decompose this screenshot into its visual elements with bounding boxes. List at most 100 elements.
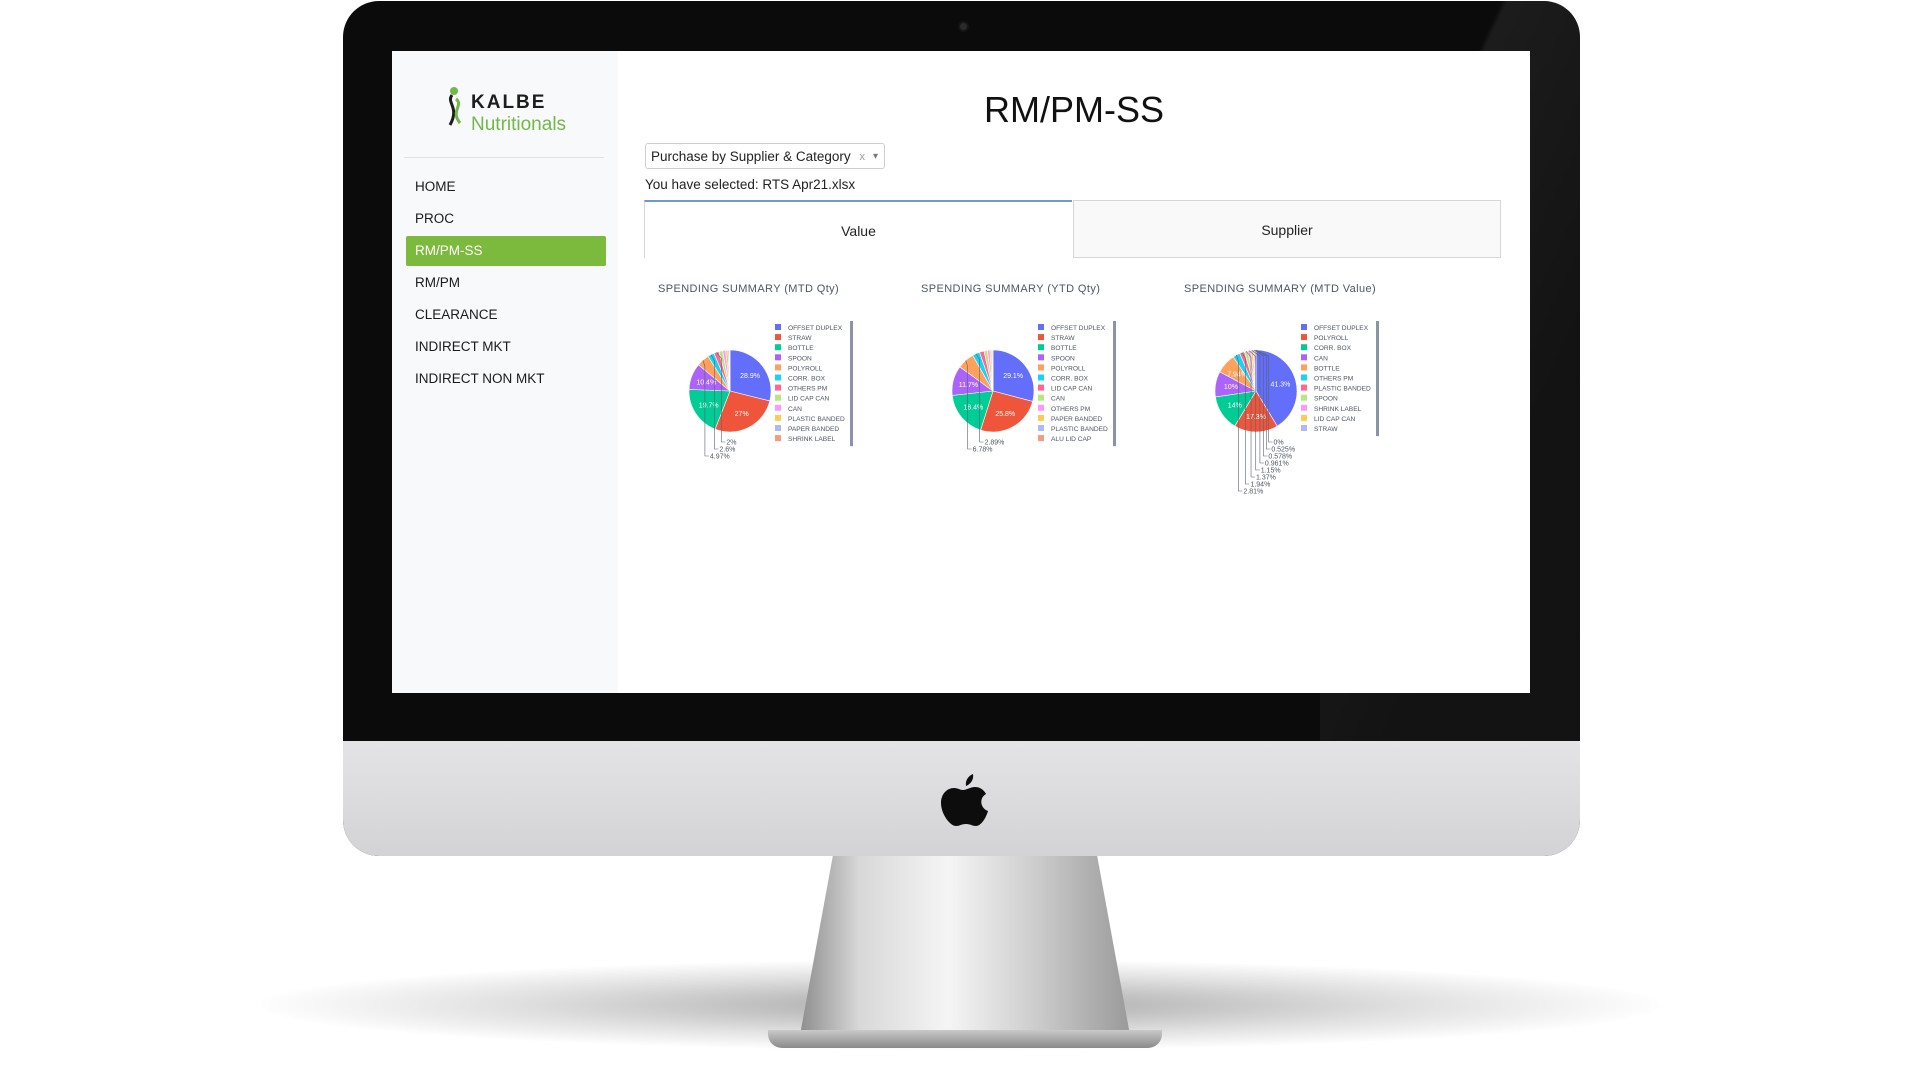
legend-swatch[interactable]: [1301, 344, 1307, 351]
legend-label[interactable]: LID CAP CAN: [1051, 386, 1093, 393]
legend-swatch[interactable]: [775, 374, 781, 381]
legend-swatch[interactable]: [775, 425, 781, 431]
sidebar-item-indirect-non-mkt[interactable]: INDIRECT NON MKT: [415, 371, 545, 386]
pie-outside-label: 4.97%: [710, 454, 730, 461]
pie-slice[interactable]: [980, 390, 1034, 433]
legend-swatch[interactable]: [1038, 394, 1044, 401]
legend-swatch[interactable]: [1301, 404, 1307, 411]
legend-label[interactable]: OFFSET DUPLEX: [1051, 325, 1106, 332]
tab-value[interactable]: Value: [644, 200, 1072, 258]
clear-icon[interactable]: x: [859, 151, 866, 163]
legend-swatch[interactable]: [1038, 324, 1044, 330]
legend-swatch[interactable]: [775, 354, 781, 361]
sidebar-item-rmpm-ss[interactable]: RM/PM-SS: [406, 236, 606, 266]
legend-label[interactable]: CAN: [788, 406, 802, 413]
legend-swatch[interactable]: [1301, 425, 1307, 431]
pie-slice[interactable]: [729, 349, 772, 402]
tabs: Value Supplier: [644, 200, 1504, 260]
legend-label[interactable]: ALU LID CAP: [1051, 436, 1092, 443]
legend-label[interactable]: STRAW: [788, 335, 812, 342]
legend-swatch[interactable]: [1301, 324, 1307, 330]
legend-swatch[interactable]: [775, 324, 781, 330]
legend-label[interactable]: OTHERS PM: [1051, 406, 1090, 413]
legend-label[interactable]: POLYROLL: [1314, 335, 1349, 342]
legend-swatch[interactable]: [1038, 404, 1044, 411]
legend-scrollbar[interactable]: [850, 321, 853, 447]
pie-slice-label: 10%: [1224, 384, 1238, 391]
legend-label[interactable]: LID CAP CAN: [1314, 416, 1356, 423]
sidebar-item-indirect-mkt[interactable]: INDIRECT MKT: [415, 339, 511, 354]
legend-swatch[interactable]: [1301, 394, 1307, 401]
pie-slice[interactable]: [688, 389, 731, 430]
legend-swatch[interactable]: [775, 404, 781, 411]
legend-swatch[interactable]: [775, 334, 781, 341]
pie-slice[interactable]: [714, 390, 771, 433]
legend-label[interactable]: PLASTIC BANDED: [1314, 386, 1371, 393]
legend-label[interactable]: CORR. BOX: [788, 376, 826, 383]
legend-scrollbar[interactable]: [1376, 321, 1379, 437]
sidebar-item-proc[interactable]: PROC: [415, 211, 455, 226]
legend-label[interactable]: POLYROLL: [788, 365, 823, 372]
legend-swatch[interactable]: [775, 414, 781, 421]
legend-swatch[interactable]: [1301, 364, 1307, 371]
legend-label[interactable]: SHRINK LABEL: [788, 436, 836, 443]
legend-swatch[interactable]: [1038, 414, 1044, 421]
pie-slice-label: 18.4%: [963, 405, 983, 412]
legend-swatch[interactable]: [775, 435, 781, 442]
legend-label[interactable]: OTHERS PM: [1314, 376, 1353, 383]
legend-label[interactable]: CORR. BOX: [1051, 376, 1089, 383]
legend-swatch[interactable]: [1301, 374, 1307, 381]
legend-label[interactable]: BOTTLE: [1051, 345, 1077, 352]
report-dropdown[interactable]: Purchase by Supplier & Category x ▾: [645, 143, 885, 169]
legend-swatch[interactable]: [1301, 334, 1307, 341]
legend-label[interactable]: PAPER BANDED: [788, 426, 839, 433]
legend-swatch[interactable]: [1301, 414, 1307, 421]
legend-label[interactable]: POLYROLL: [1051, 365, 1086, 372]
legend-swatch[interactable]: [1301, 384, 1307, 391]
legend-label[interactable]: SPOON: [1051, 355, 1075, 362]
legend-label[interactable]: STRAW: [1314, 426, 1338, 433]
legend-swatch[interactable]: [1038, 374, 1044, 381]
legend-label[interactable]: OTHERS PM: [788, 386, 827, 393]
leader-line: [975, 353, 984, 443]
imac-stand-base: [768, 1030, 1162, 1048]
legend-label[interactable]: PLASTIC BANDED: [788, 416, 845, 423]
legend-label[interactable]: OFFSET DUPLEX: [1314, 325, 1369, 332]
legend-label[interactable]: CAN: [1051, 396, 1065, 403]
legend-swatch[interactable]: [1038, 364, 1044, 371]
legend-swatch[interactable]: [1038, 354, 1044, 361]
legend-label[interactable]: SPOON: [1314, 396, 1338, 403]
legend-scrollbar[interactable]: [1113, 321, 1116, 447]
legend-swatch[interactable]: [775, 364, 781, 371]
legend-label[interactable]: BOTTLE: [788, 345, 814, 352]
chevron-down-icon[interactable]: ▾: [872, 151, 878, 162]
legend-label[interactable]: STRAW: [1051, 335, 1075, 342]
legend-label[interactable]: PLASTIC BANDED: [1051, 426, 1108, 433]
legend-label[interactable]: OFFSET DUPLEX: [788, 325, 843, 332]
legend-swatch[interactable]: [1301, 354, 1307, 361]
tab-supplier[interactable]: Supplier: [1073, 200, 1501, 258]
pie-slice[interactable]: [728, 349, 731, 392]
leader-line: [1236, 354, 1243, 492]
legend-label[interactable]: PAPER BANDED: [1051, 416, 1102, 423]
sidebar-item-home[interactable]: HOME: [415, 179, 456, 194]
legend-swatch[interactable]: [1038, 384, 1044, 391]
pie-slice[interactable]: [992, 349, 1035, 402]
legend-swatch[interactable]: [775, 384, 781, 391]
legend-swatch[interactable]: [775, 344, 781, 351]
legend-swatch[interactable]: [775, 394, 781, 401]
legend-label[interactable]: SHRINK LABEL: [1314, 406, 1362, 413]
legend-swatch[interactable]: [1038, 334, 1044, 341]
legend-label[interactable]: CORR. BOX: [1314, 345, 1352, 352]
sidebar-item-rmpm[interactable]: RM/PM: [415, 275, 460, 290]
legend-label[interactable]: BOTTLE: [1314, 365, 1340, 372]
legend-label[interactable]: LID CAP CAN: [788, 396, 830, 403]
legend-swatch[interactable]: [1038, 344, 1044, 351]
chart-mtd-value: SPENDING SUMMARY (MTD Value) 41.3% 17.3% 1…: [1166, 283, 1421, 513]
legend-label[interactable]: SPOON: [788, 355, 812, 362]
legend-swatch[interactable]: [1038, 425, 1044, 431]
legend-label[interactable]: CAN: [1314, 355, 1328, 362]
sidebar-item-clearance[interactable]: CLEARANCE: [415, 307, 498, 322]
imac-stand: [800, 855, 1130, 1035]
legend-swatch[interactable]: [1038, 435, 1044, 442]
